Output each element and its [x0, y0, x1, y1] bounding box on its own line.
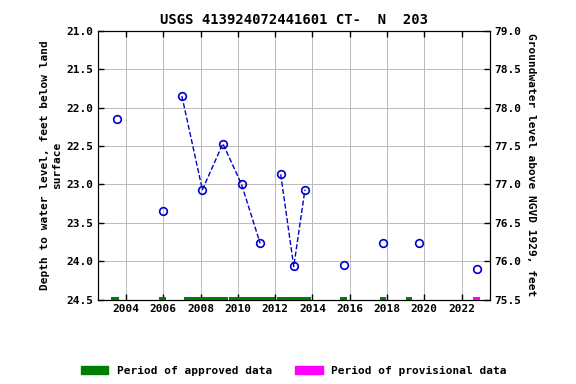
Y-axis label: Depth to water level, feet below land
surface: Depth to water level, feet below land su…: [40, 40, 62, 290]
Legend: Period of approved data, Period of provisional data: Period of approved data, Period of provi…: [76, 361, 511, 380]
Y-axis label: Groundwater level above NGVD 1929, feet: Groundwater level above NGVD 1929, feet: [526, 33, 536, 297]
Title: USGS 413924072441601 CT-  N  203: USGS 413924072441601 CT- N 203: [160, 13, 428, 27]
